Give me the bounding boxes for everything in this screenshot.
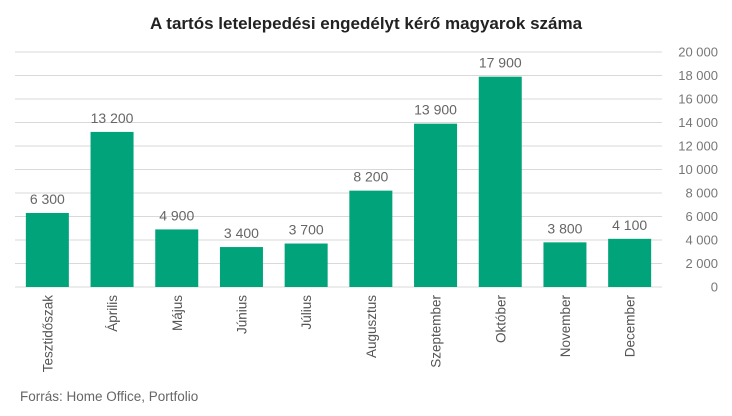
- bar: [478, 76, 522, 287]
- y-tick-label: 16 000: [678, 92, 718, 107]
- x-tick-label: Április: [105, 295, 120, 332]
- y-tick-label: 2 000: [685, 256, 718, 271]
- x-tick-label: November: [558, 295, 573, 358]
- y-tick-label: 6 000: [685, 209, 718, 224]
- x-axis: Tesztidőszak Április Május Június Július Augu…: [40, 295, 637, 373]
- y-tick-label: 18 000: [678, 68, 718, 83]
- x-tick-label: December: [623, 295, 638, 358]
- y-tick-label: 4 000: [685, 233, 718, 248]
- chart-title: A tartós letelepedési engedélyt kérő mag…: [149, 14, 583, 33]
- bar: [284, 243, 328, 287]
- data-label: 13 900: [414, 102, 457, 118]
- x-tick-label: Tesztidőszak: [40, 295, 55, 373]
- y-tick-label: 14 000: [678, 115, 718, 130]
- bar: [155, 229, 199, 287]
- data-label: 6 300: [30, 191, 65, 207]
- x-tick-label: Szeptember: [429, 295, 444, 368]
- x-tick-label: Július: [299, 295, 314, 330]
- y-tick-label: 10 000: [678, 162, 718, 177]
- data-label: 3 800: [547, 220, 582, 236]
- bar: [608, 238, 652, 287]
- data-label: 3 700: [289, 222, 324, 238]
- y-tick-label: 0: [711, 280, 718, 295]
- x-tick-label: Május: [170, 295, 185, 331]
- bar: [414, 123, 458, 287]
- bar: [543, 242, 587, 287]
- source-note: Forrás: Home Office, Portfolio: [20, 389, 199, 404]
- bar: [349, 190, 393, 287]
- y-tick-label: 12 000: [678, 139, 718, 154]
- data-label: 4 100: [612, 217, 647, 233]
- data-label: 4 900: [159, 207, 194, 223]
- x-tick-label: Október: [493, 295, 508, 344]
- y-tick-label: 8 000: [685, 186, 718, 201]
- data-label: 8 200: [353, 169, 388, 185]
- y-tick-label: 20 000: [678, 45, 718, 60]
- gridlines: [15, 51, 662, 288]
- bar: [219, 247, 263, 287]
- bars: [25, 76, 652, 287]
- data-label: 13 200: [91, 110, 134, 126]
- bar: [90, 131, 134, 287]
- x-tick-label: Június: [234, 295, 249, 334]
- bar: [25, 212, 69, 287]
- data-label: 3 400: [224, 225, 259, 241]
- y-axis: 0 2 000 4 000 6 000 8 000 10 000 12 000 14 000 1…: [678, 45, 718, 295]
- data-label: 17 900: [479, 55, 522, 71]
- data-labels: 6 300 13 200 4 900 3 400 3 700 8 200 13 900 17 …: [30, 55, 648, 241]
- x-tick-label: Augusztus: [364, 295, 379, 358]
